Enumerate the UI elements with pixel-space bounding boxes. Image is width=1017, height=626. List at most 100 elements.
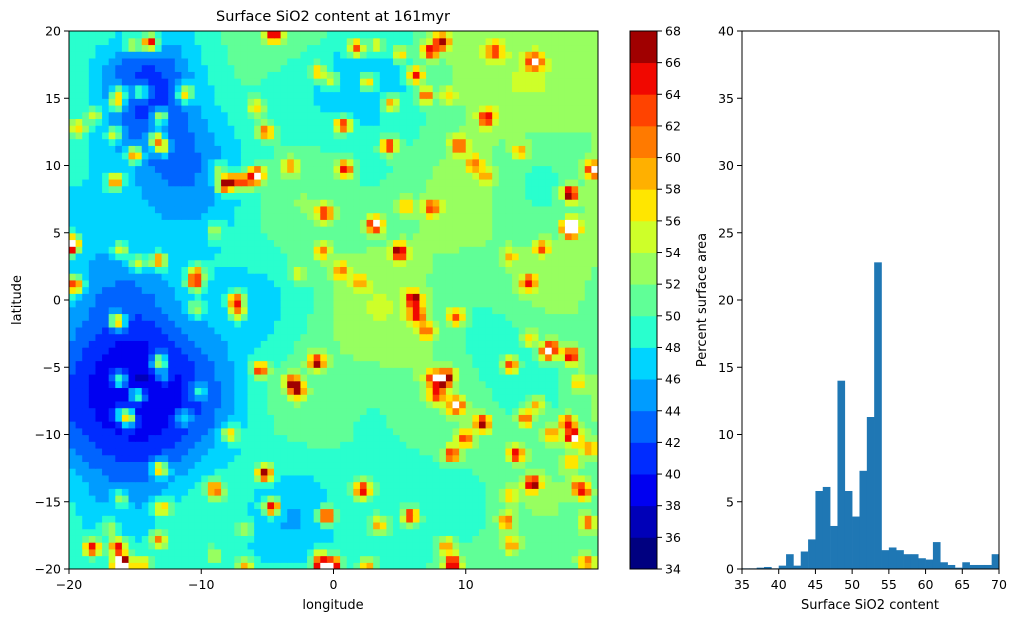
contour-cell [518,387,526,395]
contour-cell [432,353,440,362]
contour-cell [267,313,275,321]
contour-cell [108,434,116,442]
contour-cell [498,353,507,362]
contour-cell [194,239,202,247]
contour-cell [201,273,209,281]
contour-cell [247,481,255,489]
contour-cell [531,279,540,288]
contour-cell [472,488,480,496]
contour-cell [240,501,249,510]
contour-cell [505,367,513,375]
contour-cell [591,548,598,557]
contour-cell [254,279,262,288]
contour-cell [254,427,262,436]
contour-cell [82,158,90,167]
contour-cell [121,380,130,389]
contour-cell [135,508,143,516]
contour-cell [485,461,493,469]
contour-cell [102,373,110,382]
contour-cell [406,400,414,409]
contour-cell [313,232,321,241]
contour-cell [221,172,229,180]
contour-cell [472,205,480,214]
contour-cell [234,333,242,341]
contour-cell [207,461,216,469]
contour-cell [201,421,209,429]
contour-cell [346,212,354,220]
contour-cell [439,226,447,234]
contour-cell [578,273,586,281]
contour-cell [379,454,387,463]
contour-cell [234,199,242,207]
contour-cell [75,353,83,362]
contour-cell [201,320,209,328]
contour-cell [161,293,169,301]
contour-cell [141,400,149,409]
contour-cell [525,441,533,449]
contour-cell [121,219,130,227]
contour-cell [293,434,302,442]
contour-cell [359,239,368,247]
contour-cell [472,535,480,543]
contour-cell [419,192,427,200]
contour-cell [353,461,361,469]
contour-cell [194,441,202,449]
contour-cell [432,246,440,254]
contour-cell [227,178,235,187]
contour-cell [359,199,368,207]
contour-cell [531,273,540,281]
contour-cell [393,461,401,469]
contour-cell [333,481,341,489]
contour-cell [591,360,598,368]
contour-cell [525,542,533,550]
contour-cell [406,279,414,288]
contour-cell [505,515,513,523]
contour-cell [498,528,507,536]
contour-cell [300,508,308,516]
contour-cell [287,555,295,563]
contour-cell [168,474,176,483]
contour-cell [207,542,216,550]
contour-cell [512,421,520,429]
contour-cell [346,447,354,456]
contour-cell [115,326,123,335]
contour-cell [432,535,440,543]
contour-cell [525,252,533,261]
contour-cell [584,542,592,550]
contour-cell [128,400,136,409]
contour-cell [518,367,526,375]
contour-cell [346,158,354,167]
contour-cell [234,387,242,395]
contour-cell [88,400,97,409]
contour-cell [439,367,447,375]
contour-cell [399,306,407,315]
contour-cell [359,205,368,214]
contour-cell [478,232,487,241]
contour-cell [75,394,83,402]
contour-cell [412,219,421,227]
contour-cell [108,252,116,261]
contour-cell [247,252,255,261]
contour-cell [148,165,156,173]
contour-cell [280,407,288,415]
contour-cell [373,192,381,200]
contour-cell [558,246,566,254]
contour-cell [207,360,216,368]
contour-cell [154,387,163,395]
contour-cell [300,461,308,469]
contour-cell [135,158,143,167]
contour-cell [247,212,255,220]
contour-cell [366,367,374,375]
contour-cell [75,279,83,288]
contour-cell [366,400,374,409]
contour-cell [273,266,282,274]
contour-cell [240,488,249,496]
contour-cell [293,259,302,267]
contour-cell [498,212,507,220]
contour-cell [115,360,123,368]
contour-cell [571,279,579,288]
contour-cell [234,542,242,550]
contour-cell [148,353,156,362]
contour-cell [221,495,229,503]
contour-cell [174,199,183,207]
